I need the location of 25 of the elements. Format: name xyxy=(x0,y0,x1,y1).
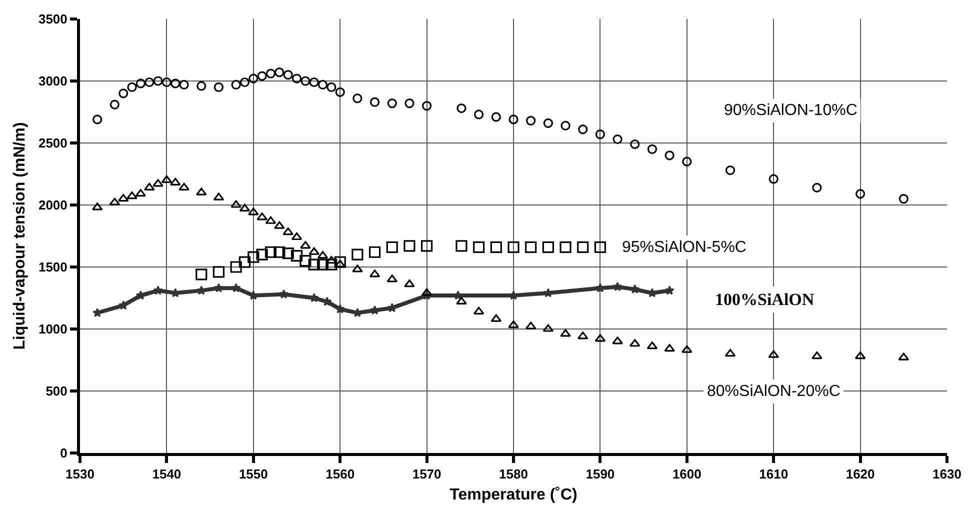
x-tick-label: 1620 xyxy=(846,466,875,482)
y-tick-label: 2000 xyxy=(38,198,68,213)
x-tick-label: 1550 xyxy=(238,466,268,482)
x-tick-label: 1560 xyxy=(326,466,355,482)
y-tick-label: 1500 xyxy=(38,260,68,275)
y-tick-label: 2500 xyxy=(38,136,68,151)
series-label: 95%SiAlON-5%C xyxy=(622,239,746,256)
y-tick-label: 3000 xyxy=(38,74,68,89)
x-tick-label: 1590 xyxy=(586,466,615,482)
text: 90%SiAlON-10%C xyxy=(724,102,858,119)
y-axis-title: Liquid-vapour tension (mN/m) xyxy=(11,122,28,350)
x-tick-label: 1540 xyxy=(152,466,182,482)
x-tick-label: 1530 xyxy=(66,466,94,482)
y-tick-label: 1000 xyxy=(38,322,68,337)
text: 100%SiAlON xyxy=(715,290,815,309)
y-tick-label: 0 xyxy=(60,446,68,461)
x-tick-label: 1580 xyxy=(499,466,528,482)
x-tick-label: 1630 xyxy=(932,466,962,482)
x-axis-title: Temperature (˚C) xyxy=(450,486,578,504)
y-tick-label: 3500 xyxy=(38,12,68,27)
x-tick-label: 1570 xyxy=(412,466,442,482)
x-tick-label: 1600 xyxy=(672,466,702,482)
series-label: 80%SiAlON-20%C xyxy=(707,383,840,400)
y-tick-label: 500 xyxy=(46,384,68,399)
x-tick-label: 1610 xyxy=(759,466,788,482)
